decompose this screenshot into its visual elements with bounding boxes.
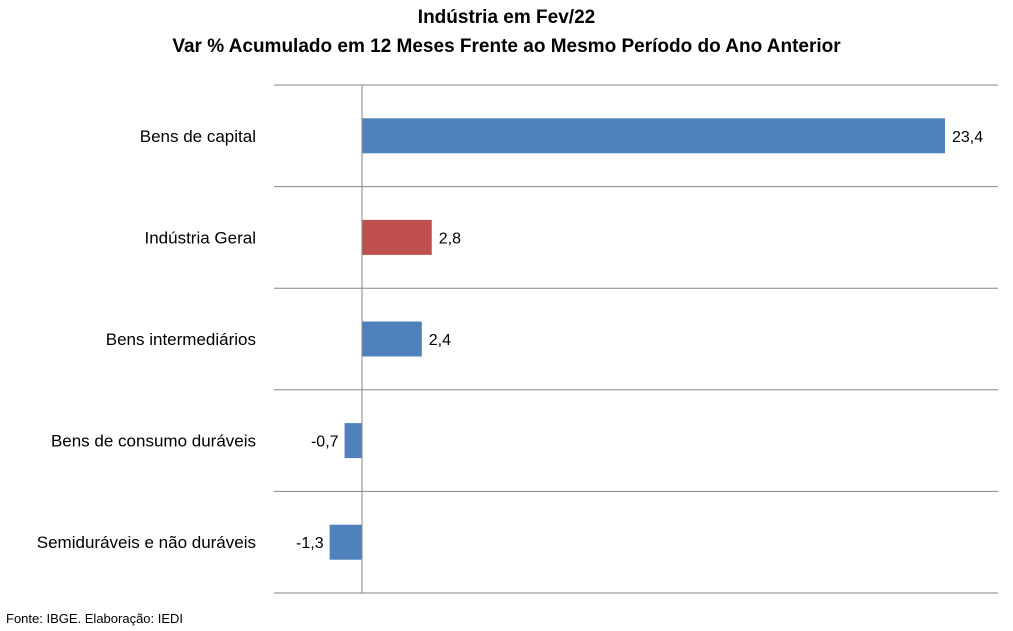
value-label: 2,4 [429, 332, 451, 349]
category-label: Bens intermediários [106, 330, 256, 349]
bar [362, 118, 945, 154]
value-label: 23,4 [952, 129, 983, 146]
value-label: -1,3 [296, 535, 324, 552]
category-label: Bens de consumo duráveis [51, 432, 256, 451]
source-note: Fonte: IBGE. Elaboração: IEDI [6, 611, 184, 626]
category-label: Semiduráveis e não duráveis [37, 533, 256, 552]
chart-subtitle: Var % Acumulado em 12 Meses Frente ao Me… [172, 36, 841, 57]
chart-title: Indústria em Fev/22 [417, 7, 596, 28]
value-label: 2,8 [439, 230, 461, 247]
bar [362, 219, 432, 255]
bar [362, 321, 422, 357]
bar [329, 524, 362, 560]
category-label: Indústria Geral [145, 228, 257, 247]
category-label: Bens de capital [140, 127, 256, 146]
bar [344, 423, 362, 459]
value-label: -0,7 [311, 434, 339, 451]
